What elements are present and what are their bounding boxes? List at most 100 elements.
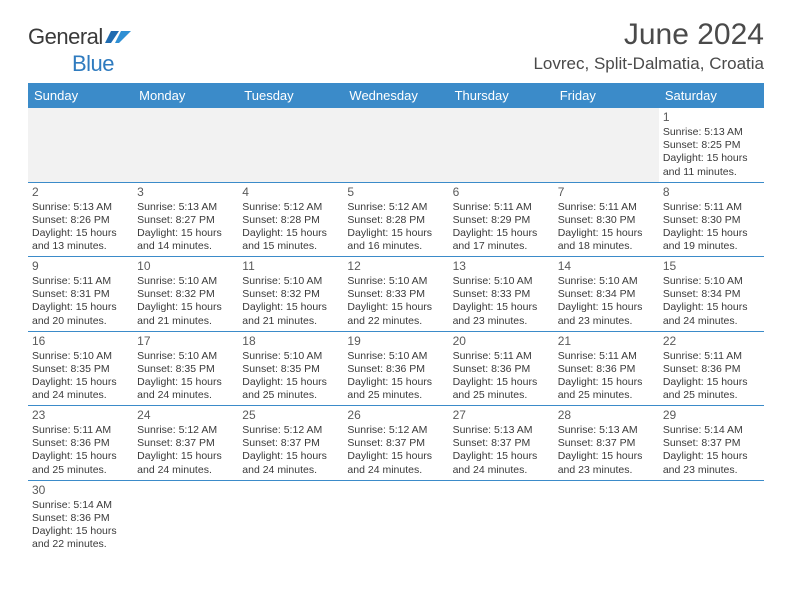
day-info-line: Daylight: 15 hours (453, 450, 550, 463)
day-info-line: and 24 minutes. (137, 464, 234, 477)
day-info-line: Sunrise: 5:10 AM (558, 275, 655, 288)
calendar-empty-cell (238, 480, 343, 554)
calendar-day-cell: 23Sunrise: 5:11 AMSunset: 8:36 PMDayligh… (28, 406, 133, 481)
calendar-day-cell: 18Sunrise: 5:10 AMSunset: 8:35 PMDayligh… (238, 331, 343, 406)
day-info-line: and 25 minutes. (453, 389, 550, 402)
calendar-empty-cell (449, 480, 554, 554)
day-info-line: Sunrise: 5:10 AM (137, 350, 234, 363)
day-info-line: Sunrise: 5:13 AM (453, 424, 550, 437)
day-info-line: and 15 minutes. (242, 240, 339, 253)
day-info-line: Sunset: 8:34 PM (558, 288, 655, 301)
day-number: 7 (558, 185, 655, 200)
day-number: 3 (137, 185, 234, 200)
day-info-line: Sunrise: 5:10 AM (347, 350, 444, 363)
day-info-line: Sunrise: 5:10 AM (663, 275, 760, 288)
day-info-line: Daylight: 15 hours (453, 376, 550, 389)
day-info-line: Sunrise: 5:12 AM (347, 424, 444, 437)
day-info-line: Daylight: 15 hours (32, 227, 129, 240)
day-info-line: Sunrise: 5:11 AM (558, 350, 655, 363)
day-number: 12 (347, 259, 444, 274)
day-number: 4 (242, 185, 339, 200)
calendar-day-cell: 6Sunrise: 5:11 AMSunset: 8:29 PMDaylight… (449, 182, 554, 257)
day-info-line: Sunset: 8:28 PM (347, 214, 444, 227)
day-info-line: Sunset: 8:37 PM (242, 437, 339, 450)
day-number: 18 (242, 334, 339, 349)
day-info-line: and 24 minutes. (347, 464, 444, 477)
calendar-empty-cell (343, 108, 448, 182)
day-info-line: and 19 minutes. (663, 240, 760, 253)
day-info-line: Sunrise: 5:10 AM (242, 350, 339, 363)
weekday-header: Thursday (449, 83, 554, 108)
day-info-line: and 25 minutes. (663, 389, 760, 402)
day-info-line: Sunset: 8:36 PM (32, 512, 129, 525)
calendar-day-cell: 26Sunrise: 5:12 AMSunset: 8:37 PMDayligh… (343, 406, 448, 481)
day-info-line: Sunset: 8:36 PM (663, 363, 760, 376)
weekday-header: Monday (133, 83, 238, 108)
calendar-day-cell: 14Sunrise: 5:10 AMSunset: 8:34 PMDayligh… (554, 257, 659, 332)
calendar-day-cell: 4Sunrise: 5:12 AMSunset: 8:28 PMDaylight… (238, 182, 343, 257)
day-info-line: and 17 minutes. (453, 240, 550, 253)
weekday-header: Sunday (28, 83, 133, 108)
day-info-line: Sunset: 8:36 PM (32, 437, 129, 450)
day-info-line: Sunrise: 5:12 AM (242, 201, 339, 214)
day-number: 28 (558, 408, 655, 423)
day-info-line: and 22 minutes. (32, 538, 129, 551)
calendar-day-cell: 24Sunrise: 5:12 AMSunset: 8:37 PMDayligh… (133, 406, 238, 481)
day-number: 2 (32, 185, 129, 200)
calendar-day-cell: 13Sunrise: 5:10 AMSunset: 8:33 PMDayligh… (449, 257, 554, 332)
day-info-line: Sunrise: 5:13 AM (558, 424, 655, 437)
weekday-header: Wednesday (343, 83, 448, 108)
day-info-line: and 23 minutes. (453, 315, 550, 328)
day-info-line: Daylight: 15 hours (663, 227, 760, 240)
day-info-line: Sunrise: 5:11 AM (453, 350, 550, 363)
calendar-day-cell: 7Sunrise: 5:11 AMSunset: 8:30 PMDaylight… (554, 182, 659, 257)
calendar-day-cell: 17Sunrise: 5:10 AMSunset: 8:35 PMDayligh… (133, 331, 238, 406)
day-info-line: Daylight: 15 hours (242, 301, 339, 314)
day-info-line: Sunrise: 5:11 AM (558, 201, 655, 214)
calendar-week-row: 16Sunrise: 5:10 AMSunset: 8:35 PMDayligh… (28, 331, 764, 406)
day-info-line: Sunset: 8:32 PM (137, 288, 234, 301)
day-number: 19 (347, 334, 444, 349)
day-number: 15 (663, 259, 760, 274)
calendar-week-row: 23Sunrise: 5:11 AMSunset: 8:36 PMDayligh… (28, 406, 764, 481)
calendar-day-cell: 11Sunrise: 5:10 AMSunset: 8:32 PMDayligh… (238, 257, 343, 332)
day-info-line: Daylight: 15 hours (137, 450, 234, 463)
day-info-line: Sunset: 8:28 PM (242, 214, 339, 227)
day-info-line: and 21 minutes. (242, 315, 339, 328)
day-number: 20 (453, 334, 550, 349)
day-info-line: Daylight: 15 hours (137, 227, 234, 240)
day-info-line: Daylight: 15 hours (663, 301, 760, 314)
calendar-day-cell: 28Sunrise: 5:13 AMSunset: 8:37 PMDayligh… (554, 406, 659, 481)
day-info-line: and 11 minutes. (663, 166, 760, 179)
day-number: 16 (32, 334, 129, 349)
day-info-line: and 25 minutes. (242, 389, 339, 402)
day-info-line: and 18 minutes. (558, 240, 655, 253)
calendar-day-cell: 21Sunrise: 5:11 AMSunset: 8:36 PMDayligh… (554, 331, 659, 406)
day-info-line: Sunset: 8:31 PM (32, 288, 129, 301)
calendar-empty-cell (554, 480, 659, 554)
day-info-line: Sunrise: 5:13 AM (32, 201, 129, 214)
day-info-line: Sunset: 8:30 PM (558, 214, 655, 227)
day-info-line: Sunset: 8:35 PM (242, 363, 339, 376)
calendar-empty-cell (238, 108, 343, 182)
day-info-line: Daylight: 15 hours (32, 376, 129, 389)
day-info-line: Daylight: 15 hours (558, 450, 655, 463)
day-info-line: and 25 minutes. (347, 389, 444, 402)
day-info-line: Daylight: 15 hours (347, 301, 444, 314)
day-info-line: Sunrise: 5:13 AM (663, 126, 760, 139)
logo-flag-icon (105, 25, 131, 51)
calendar-day-cell: 19Sunrise: 5:10 AMSunset: 8:36 PMDayligh… (343, 331, 448, 406)
day-number: 29 (663, 408, 760, 423)
calendar-day-cell: 12Sunrise: 5:10 AMSunset: 8:33 PMDayligh… (343, 257, 448, 332)
day-number: 22 (663, 334, 760, 349)
logo-text-general: General (28, 24, 103, 49)
calendar-empty-cell (133, 480, 238, 554)
calendar-week-row: 2Sunrise: 5:13 AMSunset: 8:26 PMDaylight… (28, 182, 764, 257)
calendar-empty-cell (449, 108, 554, 182)
day-info-line: Daylight: 15 hours (558, 227, 655, 240)
day-number: 10 (137, 259, 234, 274)
header: General Blue June 2024 Lovrec, Split-Dal… (28, 18, 764, 77)
day-info-line: Sunrise: 5:10 AM (137, 275, 234, 288)
day-info-line: and 23 minutes. (558, 315, 655, 328)
day-info-line: Daylight: 15 hours (347, 376, 444, 389)
